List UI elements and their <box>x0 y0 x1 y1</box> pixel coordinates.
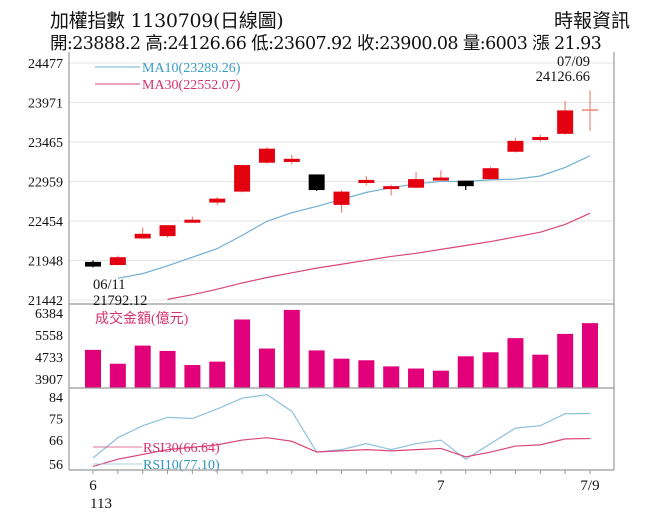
x-tick-label: 7/9 <box>580 478 599 494</box>
candle-up <box>159 225 176 237</box>
volume-bar <box>383 366 400 388</box>
volume-bar <box>109 363 126 388</box>
y-tick-label: 23465 <box>28 136 63 151</box>
candle-up <box>209 198 226 203</box>
y-tick-label: 24477 <box>28 57 63 72</box>
volume-bar <box>258 348 275 388</box>
rsi-y-tick-label: 75 <box>49 413 63 428</box>
y-tick-label: 22959 <box>28 176 63 191</box>
rsi10-line <box>92 393 591 460</box>
y-tick-label: 23971 <box>28 97 63 112</box>
x-tick-label: 7 <box>437 478 445 494</box>
price-panel: 24477 23971 23465 22959 22454 21948 21442 MA10(… <box>28 52 615 470</box>
ma10-line <box>117 155 591 279</box>
volume-legend: 成交金額(億元) <box>95 310 189 327</box>
candle-down <box>85 261 101 267</box>
volume-bar <box>308 350 325 388</box>
volume-y-tick-label: 6384 <box>35 307 63 322</box>
volume-bar <box>209 361 226 388</box>
ma30-line <box>167 212 591 300</box>
candle-down <box>308 174 325 191</box>
volume-bar <box>234 319 251 388</box>
volume-bar <box>184 365 201 388</box>
y-tick-label: 21442 <box>28 294 63 309</box>
low-value-annotation: 21792.12 <box>93 293 147 309</box>
candle-up <box>507 140 524 152</box>
volume-bar <box>457 356 474 388</box>
candle-up <box>482 168 499 180</box>
volume-y-tick-label: 4733 <box>35 351 63 366</box>
volume-bar <box>532 354 549 388</box>
candle-up <box>557 110 574 134</box>
candle-up <box>383 186 400 190</box>
rsi30-legend: RSI30(66.64) <box>143 441 220 456</box>
candle-down <box>457 180 474 187</box>
rsi-y-tick-label: 56 <box>49 458 63 473</box>
volume-bar <box>159 350 176 388</box>
candle-up <box>184 219 201 223</box>
data-source: 時報資訊 <box>553 10 630 32</box>
volume-bar <box>358 360 375 388</box>
candle-up <box>358 179 375 184</box>
volume-bar <box>283 309 300 388</box>
high-value-annotation: 24126.66 <box>536 69 590 85</box>
volume-bar <box>482 352 499 388</box>
ma10-legend: MA10(23289.26) <box>142 61 241 76</box>
low-date-annotation: 06/11 <box>93 277 126 293</box>
high-date-annotation: 07/09 <box>557 54 590 70</box>
candle-up <box>134 233 151 239</box>
candle-up <box>532 136 549 140</box>
volume-bar <box>333 358 350 388</box>
candle-up <box>408 179 425 188</box>
volume-bar <box>557 333 574 388</box>
volume-bar <box>432 370 449 388</box>
candle-up <box>432 177 449 181</box>
y-tick-label: 21948 <box>28 254 63 269</box>
volume-bar <box>408 368 425 388</box>
candle-up <box>109 257 126 266</box>
rsi-y-tick-label: 84 <box>49 391 63 406</box>
volume-bar <box>507 338 524 388</box>
volume-bar <box>85 349 101 388</box>
volume-bar <box>582 323 598 388</box>
x-year-label: 113 <box>90 496 112 512</box>
candle-up <box>283 158 300 162</box>
rsi10-legend: RSI10(77.10) <box>143 458 220 473</box>
x-axis: 6 7 7/9 113 <box>69 469 614 512</box>
rsi30-line <box>92 437 591 467</box>
x-tick-label: 6 <box>89 478 97 494</box>
rsi-panel: 84 75 66 56 RSI30(66.64) RSI10(77.10) <box>49 391 591 473</box>
volume-panel: 6384 5558 4733 3907 成交金額(億元) <box>35 307 614 389</box>
candle-up <box>234 165 251 192</box>
chart-title: 加權指數 1130709(日線圖) <box>50 10 284 32</box>
volume-y-tick-label: 5558 <box>35 329 63 344</box>
ma30-legend: MA30(22552.07) <box>142 78 241 93</box>
rsi-y-tick-label: 66 <box>49 434 63 449</box>
ohlc-summary: 開:23888.2 高:24126.66 低:23607.92 收:23900.… <box>50 34 602 54</box>
candle-up <box>333 191 350 205</box>
y-tick-label: 22454 <box>28 215 63 230</box>
candle-up <box>258 148 275 163</box>
volume-bar <box>134 345 151 388</box>
volume-y-tick-label: 3907 <box>35 373 63 388</box>
